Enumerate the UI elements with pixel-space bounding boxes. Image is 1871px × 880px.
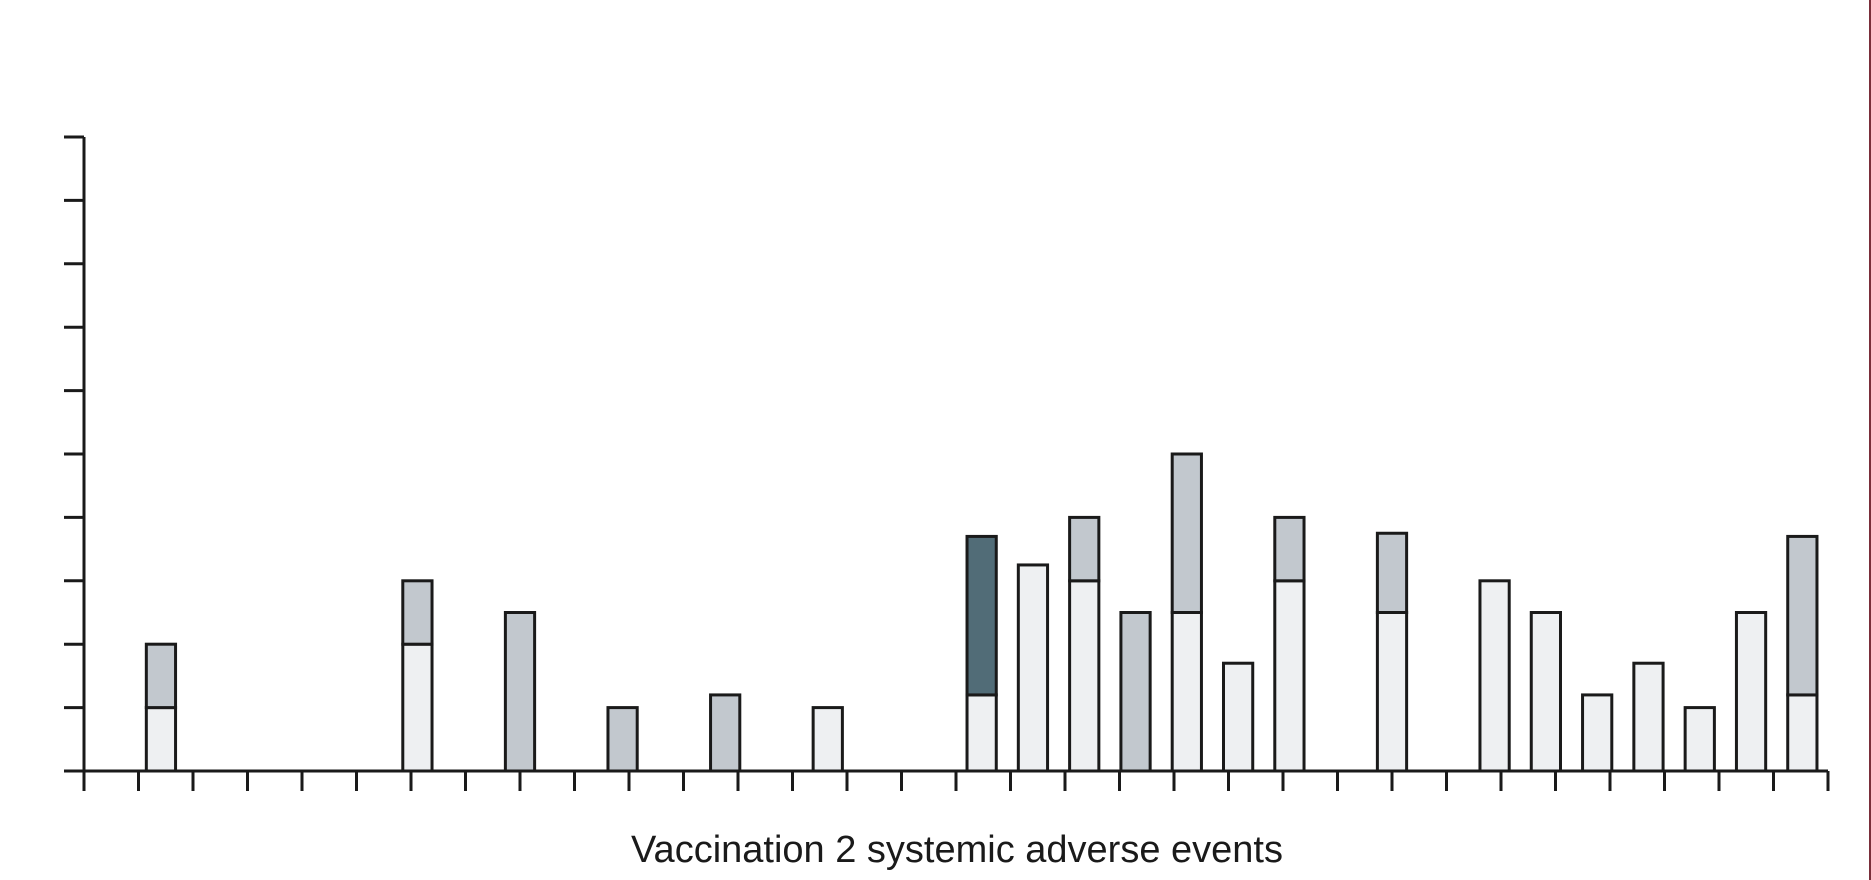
bar-segment-light [1581,693,1614,773]
bar-segment-mid [606,706,639,773]
page-edge-rule [1869,0,1871,880]
bar-segment-mid [1068,515,1101,583]
bar-segment-mid [1273,515,1306,583]
bar-segment-light [144,706,178,773]
bar-segment-mid [503,611,537,773]
bar-segment-mid [1170,452,1203,614]
bar-segment-mid [709,693,742,773]
bar-segment-light [1273,579,1306,773]
bar-segment-mid [1786,534,1819,697]
bar-segment-light [1529,611,1563,773]
bar-segment-mid [401,579,434,646]
bar-segment-light [1786,693,1819,773]
bar-segment-light [811,706,844,773]
bar-segment-light [1734,611,1768,773]
bar-segment-mid [1375,531,1409,614]
bar-segment-light [1170,611,1203,773]
bar-segment-light [1375,611,1409,773]
bar-segment-light [1068,579,1101,773]
bar-segment-light [401,642,434,773]
x-axis-label: Vaccination 2 systemic adverse events [631,829,1283,871]
bar-segment-mid [1119,611,1152,773]
bar-segment-light [1016,563,1050,773]
bars-group [144,452,1819,773]
bar-segment-dark [965,534,998,697]
bar-segment-light [1683,706,1716,773]
bar-segment-light [965,693,998,773]
axes-group [64,135,1830,791]
bar-segment-light [1478,579,1511,773]
bar-segment-light [1221,661,1255,773]
bar-segment-mid [144,642,178,710]
bar-segment-light [1632,661,1665,773]
